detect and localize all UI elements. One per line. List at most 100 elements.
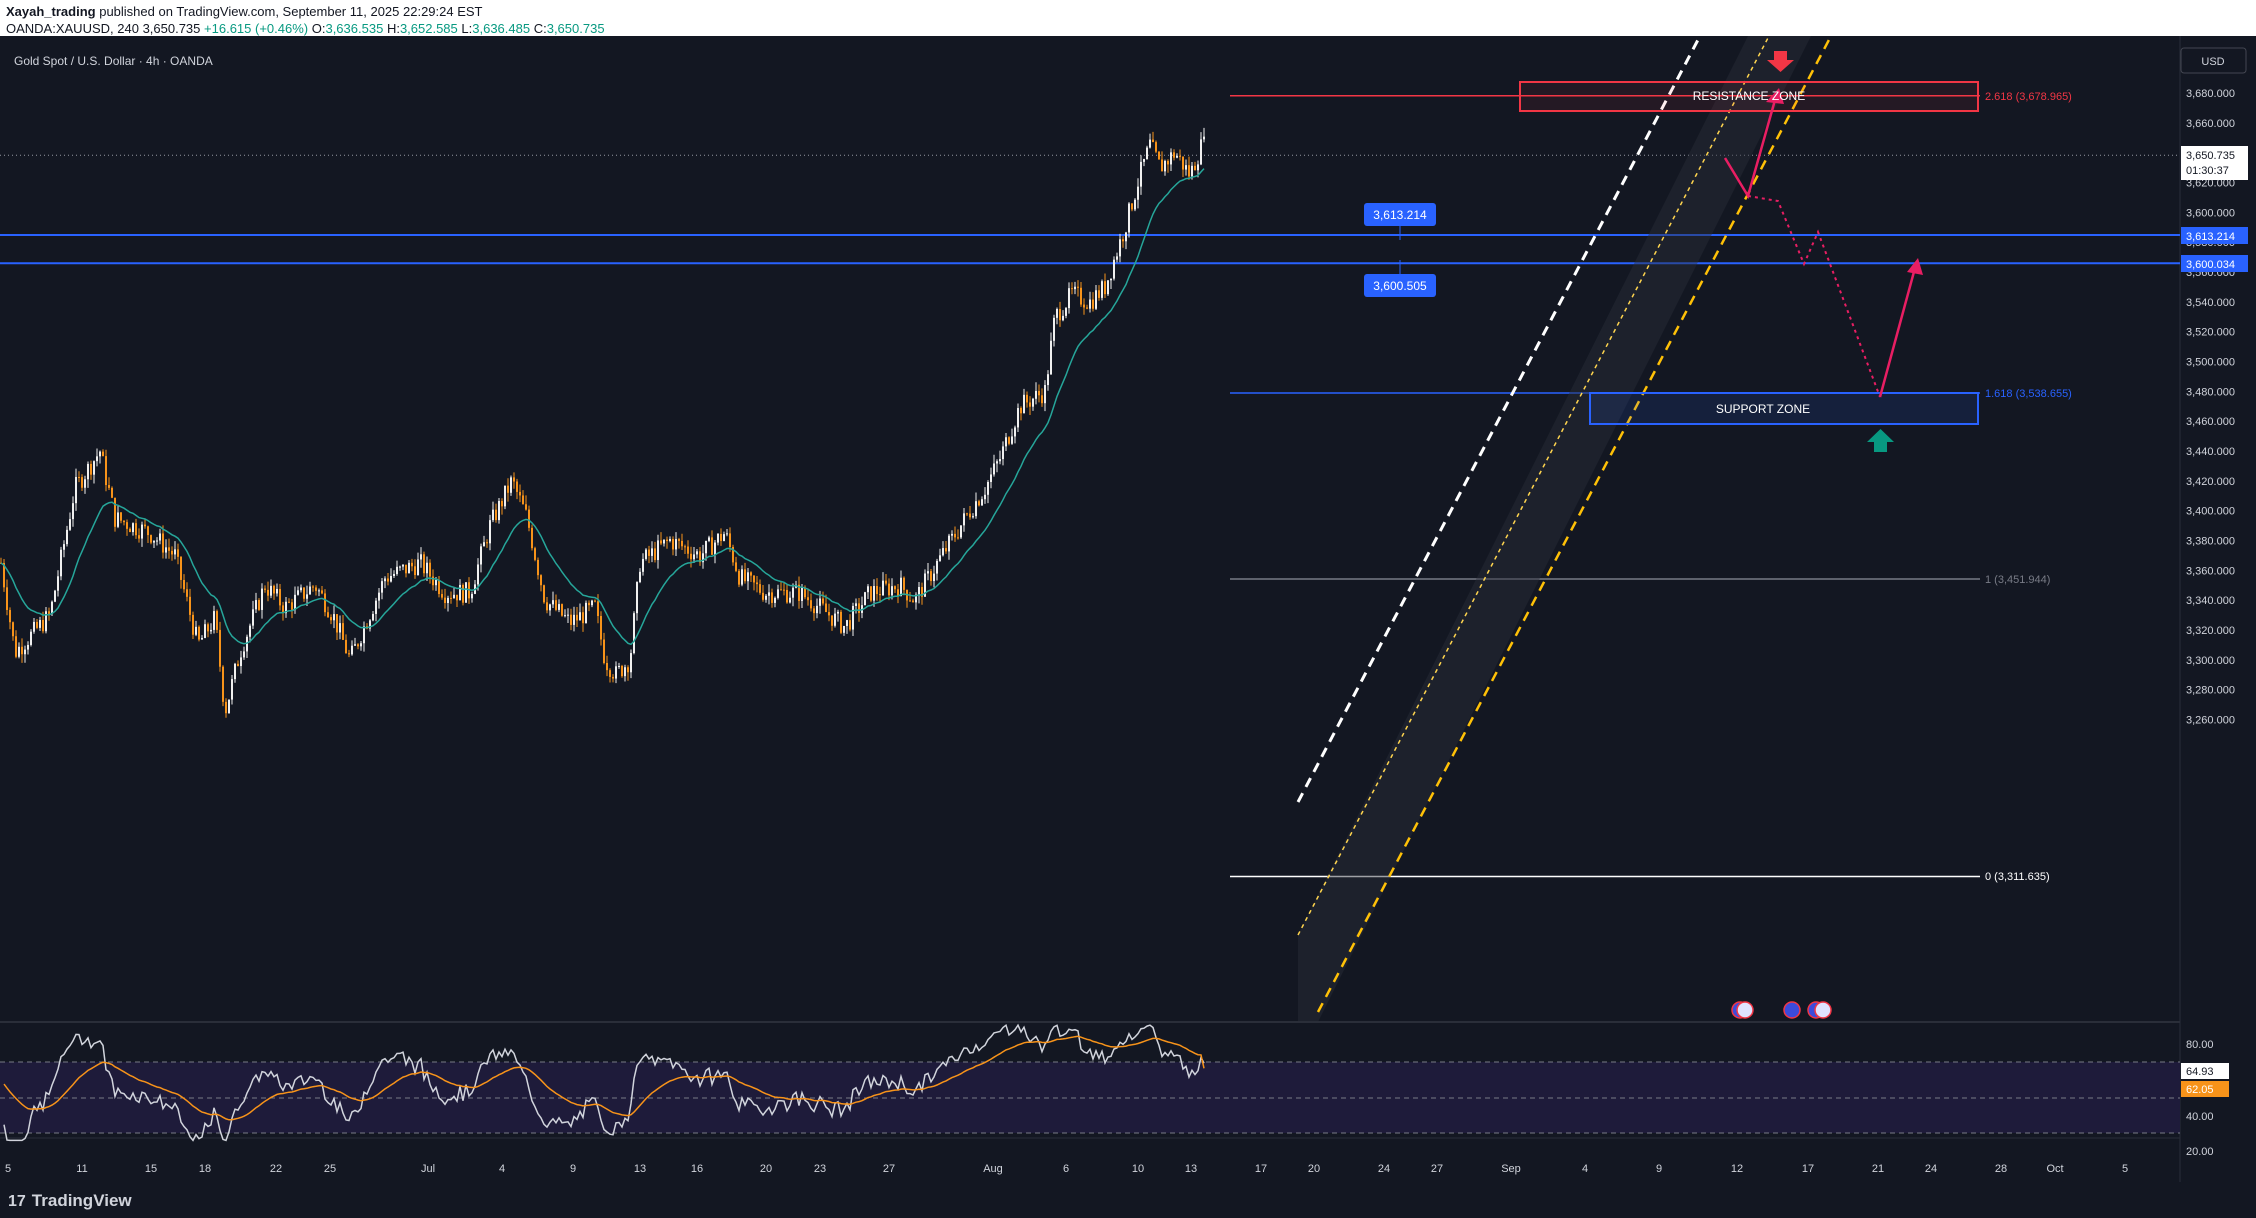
time-tick: 15 [145, 1163, 157, 1175]
candle-body [651, 548, 653, 556]
candle-body [948, 535, 950, 552]
time-tick: Sep [1501, 1163, 1521, 1175]
candle-body [1071, 288, 1073, 290]
candle-body [957, 537, 959, 539]
candle-body [1161, 159, 1163, 172]
candle-body [1146, 147, 1148, 160]
candle-body [747, 572, 749, 582]
currency-button[interactable] [2180, 47, 2247, 74]
candle-body [1137, 186, 1139, 200]
candle-body [399, 566, 401, 568]
price-label-a-box[interactable] [1364, 203, 1436, 226]
candle-body [294, 594, 296, 610]
candle-body [828, 612, 830, 616]
candle-body [708, 537, 710, 541]
candle-body [582, 612, 584, 624]
candle-body [207, 624, 209, 632]
candle-body [315, 587, 317, 591]
channel-upper-line[interactable] [1296, 36, 1702, 803]
candle-body [705, 540, 707, 554]
candle-body [120, 512, 122, 521]
candle-body [1200, 139, 1202, 165]
candle-body [597, 601, 599, 617]
candle-body [375, 600, 377, 614]
channel-mid-line[interactable] [1297, 36, 1770, 936]
candle-body [693, 554, 695, 560]
candle-body [135, 523, 137, 536]
candle-body [513, 477, 515, 482]
candle-body [177, 549, 179, 557]
time-tick: 9 [1656, 1163, 1662, 1175]
candle-body [93, 461, 95, 475]
candle-body [618, 665, 620, 667]
time-tick: 13 [634, 1163, 646, 1175]
candle-body [144, 524, 146, 527]
bar-countdown: 01:30:37 [2186, 165, 2229, 177]
candle-body [885, 580, 887, 584]
candle-body [765, 595, 767, 600]
publisher-name[interactable]: Xayah_trading [6, 4, 96, 19]
candle-body [723, 534, 725, 541]
candle-body [33, 621, 35, 632]
candle-body [285, 601, 287, 614]
price-tick: 3,600.000 [2186, 207, 2235, 219]
candle-body [753, 575, 755, 583]
candle-body [1128, 203, 1130, 233]
event-flag-icon[interactable] [1783, 1001, 1801, 1019]
projection-dotted-path [1747, 195, 1881, 398]
candle-body [132, 523, 134, 533]
rsi-line [3, 1023, 1205, 1142]
candle-body [783, 589, 785, 591]
candle-body [15, 636, 17, 657]
candle-body [1194, 165, 1196, 171]
channel-lower-line[interactable] [1316, 36, 1833, 1013]
candle-body [1098, 290, 1100, 298]
support-zone[interactable] [1589, 392, 1979, 425]
rsi-tick-40: 40.00 [2186, 1111, 2214, 1123]
candle-body [1029, 402, 1031, 407]
candle-body [339, 623, 341, 633]
candle-body [864, 592, 866, 606]
candle-body [1095, 290, 1097, 309]
candle-body [87, 463, 89, 480]
resistance-zone[interactable] [1519, 81, 1979, 112]
candle-body [858, 603, 860, 613]
high-label: H: [386, 21, 400, 36]
candle-body [1086, 307, 1088, 309]
candle-body [45, 611, 47, 632]
candle-body [699, 551, 701, 563]
candle-body [1158, 151, 1160, 160]
candle-body [420, 554, 422, 560]
candle-body [537, 559, 539, 576]
candle-body [477, 564, 479, 585]
candle-body [306, 594, 308, 599]
candle-body [1140, 161, 1142, 187]
candle-body [771, 592, 773, 603]
candle-body [804, 587, 806, 598]
candle-body [195, 626, 197, 635]
candle-body [72, 503, 74, 520]
candle-body [1125, 232, 1127, 242]
candle-body [579, 612, 581, 621]
time-tick: 16 [691, 1163, 703, 1175]
chart-canvas[interactable]: Gold Spot / U.S. Dollar · 4h · OANDA 3,6… [0, 36, 2256, 1182]
candle-body [189, 596, 191, 615]
candle-body [1038, 390, 1040, 396]
event-flag-icon[interactable] [1814, 1001, 1832, 1019]
candle-body [159, 533, 161, 541]
price-tick: 3,400.000 [2186, 506, 2235, 518]
candle-body [39, 619, 41, 628]
time-tick: 4 [499, 1163, 505, 1175]
candle-body [972, 516, 974, 518]
support-zone-label: SUPPORT ZONE [1716, 402, 1810, 416]
tradingview-logo[interactable]: 17 TradingView [8, 1191, 132, 1211]
candle-body [279, 588, 281, 606]
candle-body [243, 651, 245, 658]
candle-body [633, 613, 635, 654]
price-tick: 3,260.000 [2186, 714, 2235, 726]
event-flag-icon[interactable] [1736, 1001, 1754, 1019]
price-label-b-box[interactable] [1364, 274, 1436, 297]
candle-body [438, 580, 440, 595]
price-axis-ticks: 3,680.0003,660.0003,640.0003,620.0003,60… [2186, 88, 2235, 726]
candle-body [75, 476, 77, 504]
